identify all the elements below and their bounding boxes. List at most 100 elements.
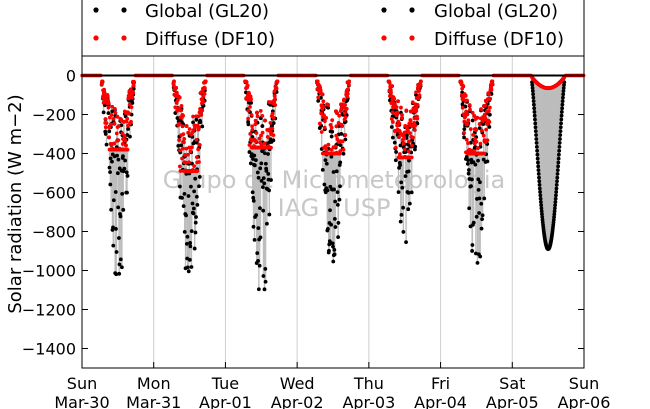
diffuse-point xyxy=(318,88,323,93)
diffuse-point xyxy=(107,125,112,130)
global-point xyxy=(338,143,343,148)
diffuse-point xyxy=(464,137,469,142)
global-point xyxy=(558,129,563,134)
diffuse-point xyxy=(478,141,483,146)
diffuse-point xyxy=(248,94,253,99)
diffuse-point xyxy=(344,106,349,111)
global-point xyxy=(192,246,197,251)
diffuse-point xyxy=(326,142,331,147)
global-point xyxy=(328,208,332,213)
global-point xyxy=(195,202,200,207)
diffuse-point xyxy=(410,123,415,128)
global-point xyxy=(267,188,271,193)
x-tick-label-date: Mar-31 xyxy=(126,393,181,409)
global-point xyxy=(466,171,471,176)
global-point xyxy=(485,159,490,164)
diffuse-point xyxy=(173,105,178,110)
diffuse-point xyxy=(265,135,270,139)
diffuse-point xyxy=(182,140,186,145)
diffuse-point xyxy=(250,127,255,132)
global-point xyxy=(470,243,475,247)
global-point xyxy=(265,221,269,226)
global-point xyxy=(389,125,394,129)
diffuse-point xyxy=(272,89,277,94)
diffuse-point xyxy=(180,146,185,151)
global-point xyxy=(536,168,541,173)
legend-label-diffuse: Diffuse (DF10) xyxy=(145,29,275,50)
diffuse-point xyxy=(337,113,342,118)
global-point xyxy=(261,208,266,213)
global-point xyxy=(560,99,565,104)
diffuse-point xyxy=(467,103,472,107)
diffuse-point xyxy=(105,93,110,98)
diffuse-point xyxy=(342,97,346,102)
global-point xyxy=(117,262,122,267)
diffuse-point xyxy=(408,118,413,123)
global-point xyxy=(117,236,121,240)
global-point xyxy=(406,169,411,174)
diffuse-point xyxy=(108,122,113,127)
diffuse-point xyxy=(174,85,179,90)
global-point xyxy=(339,131,344,136)
global-point xyxy=(333,225,338,229)
global-point xyxy=(536,164,541,169)
global-point xyxy=(114,250,119,254)
diffuse-point xyxy=(272,93,277,98)
diffuse-point xyxy=(400,112,404,117)
global-point xyxy=(101,110,106,115)
global-point xyxy=(115,153,119,158)
diffuse-point xyxy=(416,96,421,101)
diffuse-point xyxy=(490,82,495,87)
diffuse-point xyxy=(323,119,327,124)
global-point xyxy=(466,158,470,162)
global-point xyxy=(535,152,540,157)
global-point xyxy=(531,95,536,100)
global-point xyxy=(184,241,189,246)
diffuse-point xyxy=(417,89,421,93)
global-point xyxy=(552,209,557,214)
y-tick-label: −200 xyxy=(32,106,76,125)
diffuse-point xyxy=(262,141,267,146)
global-point xyxy=(325,188,330,193)
global-point xyxy=(481,122,486,126)
diffuse-point xyxy=(275,79,280,84)
diffuse-point xyxy=(248,132,253,136)
diffuse-point xyxy=(180,124,185,129)
global-point xyxy=(462,135,466,140)
x-tick-label-day: Thu xyxy=(353,374,384,393)
diffuse-point xyxy=(466,118,471,123)
global-point xyxy=(260,185,265,190)
legend-marker xyxy=(93,7,99,13)
diffuse-point xyxy=(390,84,394,88)
diffuse-point xyxy=(461,83,466,88)
global-point xyxy=(324,161,329,166)
diffuse-point xyxy=(260,114,265,118)
global-point xyxy=(252,163,257,168)
global-point xyxy=(533,129,538,134)
diffuse-point xyxy=(253,118,258,123)
global-point xyxy=(336,235,341,240)
diffuse-point xyxy=(178,148,183,153)
x-tick-label-day: Sat xyxy=(499,374,525,393)
diffuse-point xyxy=(316,95,321,100)
global-point xyxy=(252,153,257,158)
y-tick-label: −1000 xyxy=(22,262,76,281)
diffuse-point xyxy=(481,133,486,138)
diffuse-point xyxy=(399,116,404,120)
diffuse-point xyxy=(102,87,107,92)
global-point xyxy=(538,190,542,194)
global-point xyxy=(262,151,267,156)
global-point xyxy=(534,141,539,145)
global-point xyxy=(322,182,327,187)
legend-item-diffuse-right: Diffuse (DF10) xyxy=(381,29,564,50)
diffuse-point xyxy=(343,103,348,107)
global-point xyxy=(531,99,536,104)
diffuse-point xyxy=(346,82,351,87)
diffuse-point xyxy=(345,91,350,96)
diffuse-point xyxy=(401,141,406,146)
global-point xyxy=(198,120,203,125)
global-point xyxy=(398,163,403,167)
y-tick-label: −400 xyxy=(32,145,76,164)
global-point xyxy=(258,235,263,240)
diffuse-point xyxy=(396,135,401,139)
